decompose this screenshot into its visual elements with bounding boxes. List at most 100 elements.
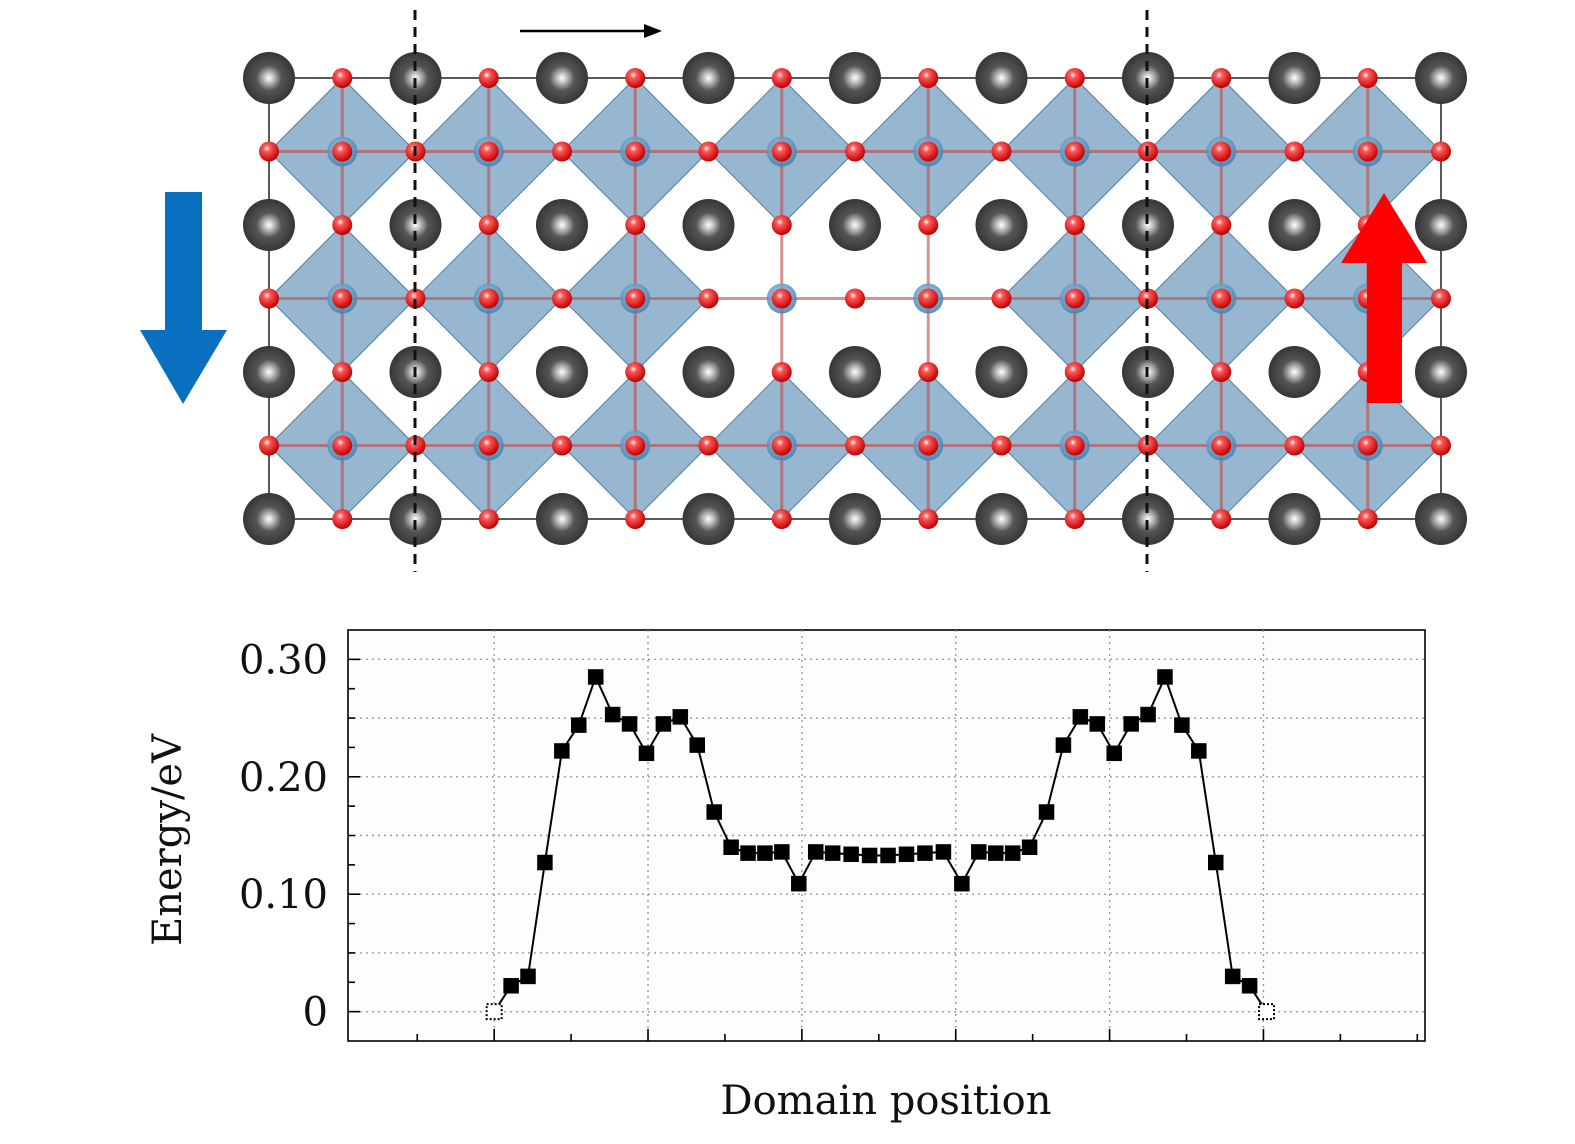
a-site-atom: [1415, 52, 1467, 104]
data-point: [1258, 1003, 1276, 1021]
oxygen-atom: [771, 435, 792, 456]
a-site-atom: [829, 52, 881, 104]
oxygen-atom: [771, 215, 792, 235]
oxygen-atom: [1138, 288, 1158, 309]
a-site-atom: [682, 346, 735, 398]
data-point: [1157, 669, 1173, 685]
oxygen-atom: [332, 509, 353, 529]
oxygen-atom: [405, 435, 426, 456]
oxygen-atom: [1211, 435, 1232, 456]
data-point: [1004, 845, 1021, 861]
oxygen-atom: [478, 509, 499, 529]
a-site-atom: [389, 199, 442, 251]
data-point: [554, 743, 570, 759]
data-point: [898, 846, 915, 863]
a-site-atom: [1415, 199, 1467, 251]
data-point: [1089, 716, 1106, 732]
a-site-atom: [243, 493, 295, 545]
a-site-atom: [975, 199, 1028, 251]
right-arrow-head-icon: [644, 24, 662, 38]
oxygen-atom: [1357, 435, 1378, 456]
energy-series: [485, 669, 1276, 1021]
data-point: [485, 1003, 503, 1021]
data-point: [954, 875, 970, 892]
oxygen-atom: [698, 288, 719, 309]
data-point: [843, 846, 859, 863]
y-tick-label: 0.10: [239, 872, 328, 918]
oxygen-atom: [1064, 509, 1085, 529]
oxygen-atom: [1284, 435, 1305, 456]
oxygen-atom: [771, 362, 792, 382]
data-point: [1038, 804, 1055, 820]
crystal-structure: [140, 10, 1467, 572]
a-site-atom: [536, 493, 588, 545]
a-site-atom: [975, 346, 1028, 398]
data-point: [935, 844, 952, 860]
energy-line: [493, 674, 1268, 1013]
data-point: [571, 717, 587, 733]
oxygen-atom: [259, 435, 279, 456]
oxygen-atom: [918, 68, 939, 88]
oxygen-atom: [845, 435, 865, 456]
oxygen-atom: [552, 141, 572, 162]
oxygen-atom: [1284, 141, 1305, 162]
oxygen-atom: [478, 288, 499, 309]
a-site-atom: [829, 346, 881, 398]
oxygen-atom: [1211, 509, 1232, 529]
data-point: [638, 745, 655, 762]
data-point: [971, 844, 987, 860]
data-point: [1055, 737, 1072, 753]
oxygen-atom: [259, 288, 279, 309]
data-point: [1123, 716, 1139, 732]
data-point: [987, 845, 1004, 861]
data-point: [1106, 745, 1122, 762]
a-site-atom: [1122, 199, 1174, 251]
a-site-atom: [1415, 346, 1467, 398]
oxygen-atom: [698, 435, 719, 456]
data-point: [807, 844, 824, 860]
oxygen-atom: [1211, 288, 1232, 309]
atom-layer: [243, 52, 1467, 545]
oxygen-atom: [1064, 288, 1085, 309]
a-site-atom: [536, 346, 588, 398]
up-arrow-icon: [1341, 193, 1427, 403]
data-point: [689, 737, 706, 753]
polarization-arrows: [140, 24, 1427, 404]
a-site-atom: [829, 199, 881, 251]
oxygen-atom: [1064, 141, 1085, 162]
oxygen-atom: [1357, 509, 1378, 529]
oxygen-atom: [1431, 288, 1451, 309]
a-site-atom: [1268, 52, 1321, 104]
data-point: [791, 875, 807, 892]
oxygen-atom: [478, 362, 499, 382]
a-site-atom: [682, 199, 735, 251]
oxygen-atom: [771, 68, 792, 88]
data-point: [740, 845, 756, 861]
data-point: [861, 847, 878, 864]
data-point: [880, 847, 896, 864]
oxygen-atom: [918, 362, 939, 382]
a-site-atom: [1268, 346, 1321, 398]
oxygen-atom: [1211, 68, 1232, 88]
data-point: [706, 804, 722, 820]
oxygen-atom: [405, 288, 426, 309]
y-tick-labels: 0 0.10 0.20 0.30: [239, 637, 328, 1035]
x-axis-label: Domain position: [721, 1078, 1052, 1124]
oxygen-atom: [918, 509, 939, 529]
y-tick-label: 0.30: [239, 637, 328, 683]
a-site-atom: [243, 346, 295, 398]
oxygen-atom: [625, 288, 646, 309]
oxygen-atom: [1064, 435, 1085, 456]
a-site-atom: [243, 199, 295, 251]
data-point: [1174, 717, 1190, 733]
oxygen-atom: [259, 141, 279, 162]
oxygen-atom: [918, 215, 939, 235]
oxygen-atom: [625, 362, 646, 382]
oxygen-atom: [625, 68, 646, 88]
oxygen-atom: [478, 215, 499, 235]
data-point: [587, 669, 604, 685]
oxygen-atom: [625, 435, 646, 456]
a-site-atom: [1268, 493, 1321, 545]
oxygen-atom: [1064, 68, 1085, 88]
oxygen-atom: [1357, 141, 1378, 162]
